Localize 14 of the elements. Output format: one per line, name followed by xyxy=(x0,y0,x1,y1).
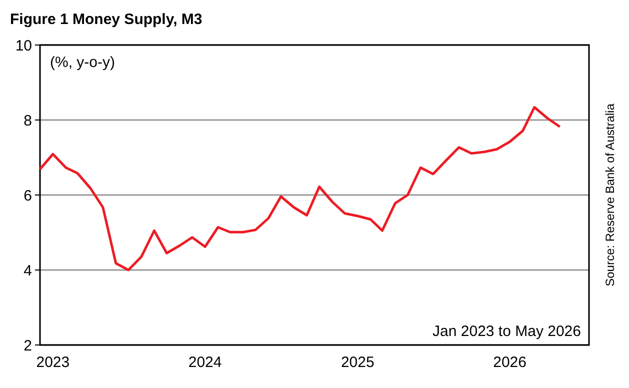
y-tick-label: 10 xyxy=(15,37,32,54)
x-tick-label: 2025 xyxy=(340,354,374,371)
line-series xyxy=(38,106,562,272)
y-tick-label: 2 xyxy=(24,337,32,354)
y-tick-label: 4 xyxy=(24,262,32,280)
source-note: Source: Reserve Bank of Australia xyxy=(603,103,617,286)
annotation: (%, y-o-y) xyxy=(50,54,115,71)
y-tick-label: 6 xyxy=(24,187,32,204)
x-tick-label: 2026 xyxy=(493,354,526,371)
y-tick-label: 8 xyxy=(24,112,32,130)
annotation: Jan 2023 to May 2026 xyxy=(432,323,581,340)
chart-title: Figure 1 Money Supply, M3 xyxy=(10,11,202,28)
x-tick-label: 2024 xyxy=(188,354,222,371)
x-tick-label: 2023 xyxy=(36,354,70,371)
